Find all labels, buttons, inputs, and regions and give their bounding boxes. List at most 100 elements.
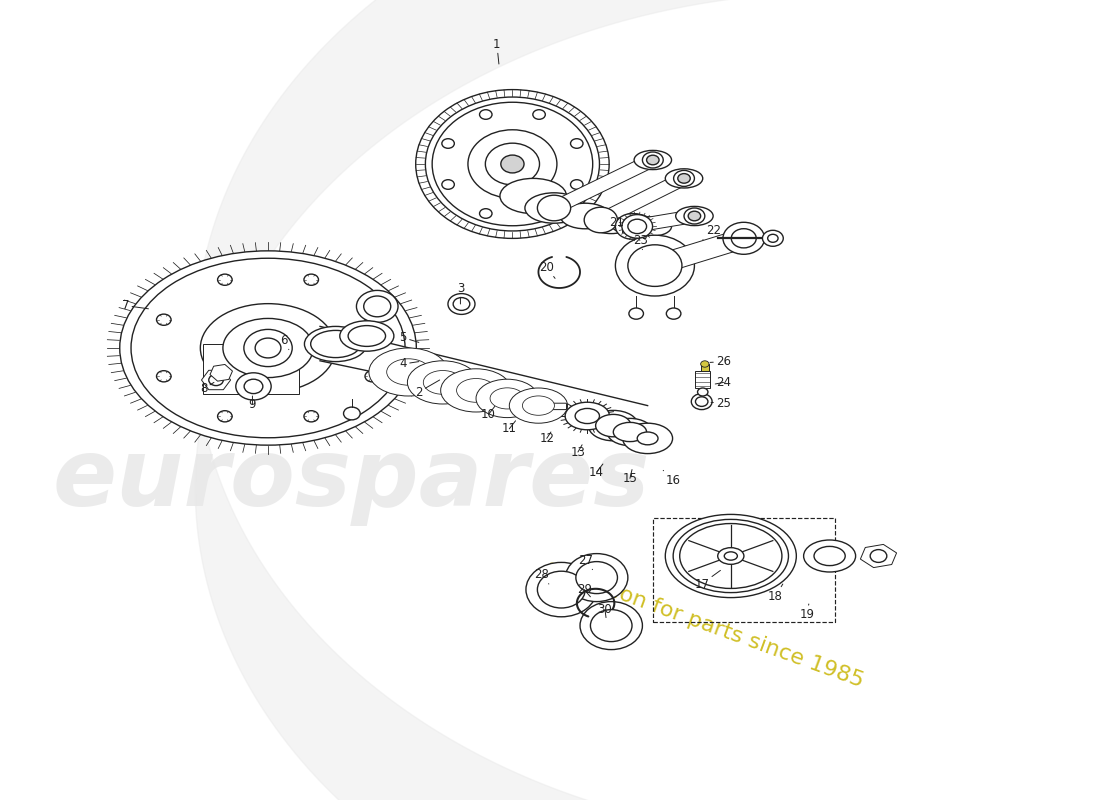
- Circle shape: [591, 610, 632, 642]
- Ellipse shape: [588, 210, 634, 234]
- Circle shape: [156, 370, 172, 382]
- Polygon shape: [550, 154, 658, 214]
- Polygon shape: [596, 173, 689, 226]
- Ellipse shape: [120, 251, 416, 445]
- Ellipse shape: [509, 388, 568, 423]
- Ellipse shape: [588, 410, 638, 441]
- Text: 23: 23: [632, 234, 648, 250]
- Circle shape: [480, 110, 492, 119]
- Polygon shape: [210, 365, 232, 381]
- Circle shape: [304, 410, 319, 422]
- Circle shape: [453, 298, 470, 310]
- Circle shape: [723, 222, 764, 254]
- Ellipse shape: [623, 423, 672, 454]
- Circle shape: [432, 102, 593, 226]
- Circle shape: [500, 155, 524, 173]
- Bar: [701, 364, 710, 375]
- Text: 28: 28: [535, 568, 549, 584]
- Text: 1: 1: [493, 38, 500, 64]
- Circle shape: [468, 130, 557, 198]
- Text: 14: 14: [590, 464, 604, 478]
- Ellipse shape: [407, 361, 478, 404]
- Text: 29: 29: [576, 583, 592, 597]
- Text: 16: 16: [663, 470, 681, 486]
- Ellipse shape: [348, 326, 386, 346]
- Circle shape: [365, 370, 380, 382]
- Ellipse shape: [680, 523, 782, 589]
- Ellipse shape: [637, 432, 658, 445]
- Text: 22: 22: [703, 224, 720, 240]
- Text: 21: 21: [609, 216, 624, 232]
- Ellipse shape: [673, 519, 789, 593]
- Circle shape: [538, 195, 571, 221]
- Text: 26: 26: [710, 355, 732, 368]
- Ellipse shape: [131, 258, 405, 438]
- Circle shape: [235, 373, 272, 400]
- Text: 17: 17: [694, 570, 720, 590]
- Polygon shape: [201, 370, 231, 390]
- Text: 13: 13: [571, 445, 585, 458]
- Text: 7: 7: [122, 299, 149, 312]
- Text: 5: 5: [399, 331, 419, 344]
- Circle shape: [621, 214, 652, 238]
- Text: 10: 10: [481, 406, 496, 421]
- FancyBboxPatch shape: [552, 403, 567, 410]
- Circle shape: [244, 379, 263, 394]
- Circle shape: [426, 97, 600, 231]
- Polygon shape: [860, 545, 896, 567]
- Ellipse shape: [565, 402, 609, 430]
- Circle shape: [701, 361, 710, 367]
- Text: 2: 2: [415, 380, 440, 398]
- Text: 3: 3: [456, 282, 464, 304]
- Text: a passion for parts since 1985: a passion for parts since 1985: [543, 557, 867, 691]
- Ellipse shape: [634, 150, 671, 170]
- Polygon shape: [202, 344, 299, 394]
- Ellipse shape: [305, 326, 366, 362]
- Ellipse shape: [368, 348, 448, 396]
- Text: 12: 12: [539, 432, 554, 445]
- Text: 19: 19: [800, 604, 814, 621]
- Circle shape: [255, 338, 280, 358]
- Text: 25: 25: [711, 397, 732, 410]
- Circle shape: [442, 180, 454, 190]
- Circle shape: [691, 394, 712, 410]
- Circle shape: [615, 214, 649, 239]
- Circle shape: [697, 388, 708, 396]
- Circle shape: [642, 152, 663, 168]
- Text: 4: 4: [399, 358, 419, 370]
- Ellipse shape: [804, 540, 856, 572]
- Ellipse shape: [595, 414, 631, 437]
- Polygon shape: [650, 230, 748, 274]
- Ellipse shape: [560, 203, 610, 229]
- Circle shape: [673, 170, 694, 186]
- Circle shape: [304, 274, 319, 286]
- Circle shape: [356, 290, 398, 322]
- Circle shape: [628, 219, 647, 234]
- Circle shape: [485, 143, 539, 185]
- Circle shape: [870, 550, 887, 562]
- Ellipse shape: [575, 409, 600, 423]
- Text: 8: 8: [200, 382, 214, 395]
- Ellipse shape: [607, 418, 652, 446]
- Circle shape: [571, 180, 583, 190]
- Ellipse shape: [491, 388, 525, 409]
- Text: 20: 20: [539, 261, 556, 278]
- Bar: [652, 518, 835, 622]
- Circle shape: [768, 234, 778, 242]
- Circle shape: [244, 330, 293, 366]
- Circle shape: [689, 211, 701, 221]
- Circle shape: [218, 274, 232, 286]
- Ellipse shape: [724, 552, 737, 560]
- Circle shape: [526, 562, 596, 617]
- Circle shape: [480, 209, 492, 218]
- Ellipse shape: [814, 546, 845, 566]
- Ellipse shape: [499, 178, 566, 214]
- Ellipse shape: [476, 379, 538, 418]
- Text: 9: 9: [249, 396, 256, 410]
- Circle shape: [209, 374, 223, 386]
- Circle shape: [584, 207, 617, 233]
- Circle shape: [678, 174, 691, 183]
- Polygon shape: [630, 210, 696, 233]
- Ellipse shape: [525, 193, 583, 223]
- Circle shape: [580, 602, 642, 650]
